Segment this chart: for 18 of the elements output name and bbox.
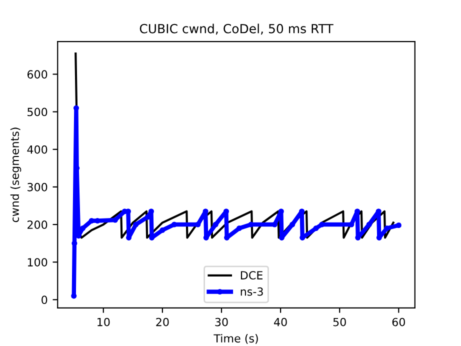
chart-title: CUBIC cwnd, CoDel, 50 ms RTT: [140, 24, 334, 35]
x-tick-label: 10: [98, 318, 110, 326]
x-tick-label: 20: [156, 318, 169, 326]
legend-label: DCE: [240, 271, 262, 280]
x-axis-title: Time (s): [214, 334, 258, 344]
x-tick-label: 30: [215, 318, 228, 326]
y-tick-label: 200: [28, 220, 48, 229]
y-tick-label: 100: [28, 258, 48, 266]
x-tick-label: 60: [392, 318, 405, 326]
y-tick-label: 0: [42, 296, 48, 304]
y-tick-label: 600: [27, 70, 48, 79]
legend-label: ns-3: [240, 287, 263, 296]
y-tick-label: 300: [28, 182, 48, 192]
x-tick-label: 50: [333, 318, 346, 326]
y-axis-title: cwnd (segments): [10, 128, 22, 222]
x-tick-label: 40: [274, 318, 287, 326]
y-tick-label: 500: [28, 108, 48, 116]
y-tick-label: 400: [27, 145, 48, 154]
